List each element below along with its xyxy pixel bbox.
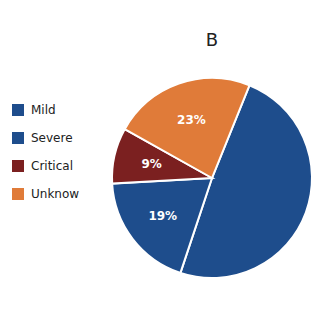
data-label: 9% bbox=[141, 157, 161, 171]
data-labels: 19% 9% 23% bbox=[141, 113, 205, 223]
pie-slice bbox=[125, 78, 250, 178]
legend-label: Severe bbox=[31, 131, 73, 145]
legend-swatch bbox=[12, 188, 24, 200]
pie-slice bbox=[112, 178, 212, 273]
legend-label: Mild bbox=[31, 103, 56, 117]
legend-label: Unknow bbox=[31, 187, 79, 201]
legend-label: Critical bbox=[31, 159, 73, 173]
slices bbox=[112, 78, 312, 278]
chart: B 19% 9% 23% Mild Severe Critical Unknow bbox=[0, 0, 320, 320]
title: B bbox=[206, 29, 218, 50]
legend: Mild Severe Critical Unknow bbox=[12, 103, 79, 201]
data-label: 19% bbox=[148, 209, 177, 223]
legend-swatch bbox=[12, 160, 24, 172]
data-label: 23% bbox=[177, 113, 206, 127]
legend-swatch bbox=[12, 104, 24, 116]
legend-swatch bbox=[12, 132, 24, 144]
